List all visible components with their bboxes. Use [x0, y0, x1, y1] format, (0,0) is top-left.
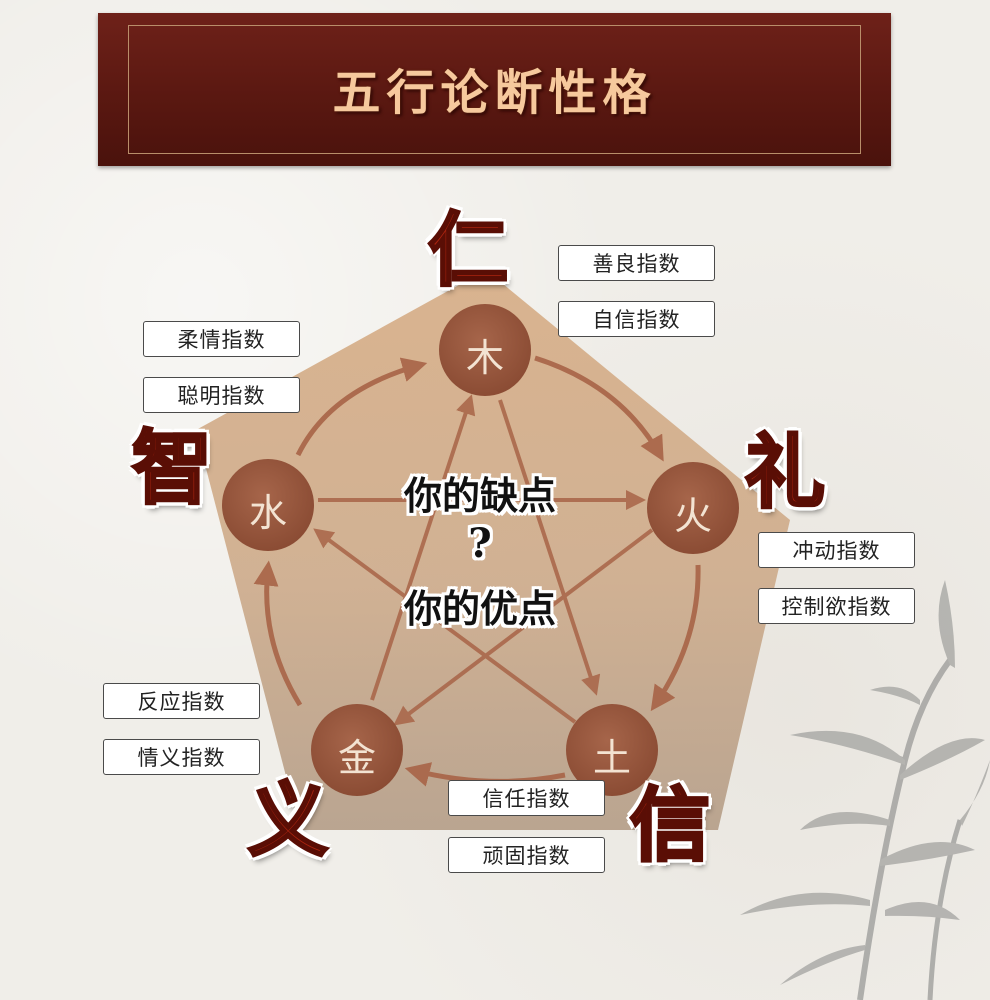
center-text-strength: 你的优点: [403, 586, 556, 631]
label-tenderness-index: 柔情指数: [143, 321, 300, 357]
center-question-mark: ?: [468, 520, 492, 567]
label-loyalty-index: 情义指数: [103, 739, 260, 775]
arrow-metal-to-wood: [370, 394, 476, 701]
arrow-water-to-wood: [295, 357, 428, 457]
element-wood: 木: [465, 336, 504, 380]
arrow-fire-to-earth: [650, 564, 701, 712]
label-reaction-index: 反应指数: [103, 683, 260, 719]
arrow-wood-to-fire: [534, 355, 664, 462]
earth-circle: [566, 704, 658, 796]
title-banner: 五行论断性格: [98, 13, 891, 166]
element-earth: 土: [592, 736, 631, 780]
arrow-metal-to-water: [253, 560, 303, 707]
virtue-li: 礼: [744, 425, 827, 519]
arrow-fire-to-metal: [393, 528, 654, 726]
element-water: 水: [248, 491, 287, 535]
virtue-zhi: 智: [131, 421, 214, 515]
label-intelligence-index: 聪明指数: [143, 377, 300, 413]
water-circle: [222, 459, 314, 551]
label-confidence-index: 自信指数: [558, 301, 715, 337]
label-impulsiveness-index: 冲动指数: [758, 532, 915, 568]
arrow-wood-to-earth: [498, 399, 601, 696]
label-kindness-index: 善良指数: [558, 245, 715, 281]
element-fire: 火: [673, 494, 712, 538]
pentagon-shape: [196, 270, 790, 830]
label-trust-index: 信任指数: [448, 780, 605, 816]
center-text-weakness: 你的缺点: [403, 473, 556, 518]
fire-circle: [647, 462, 739, 554]
bamboo-decoration: [740, 580, 990, 1000]
label-control-index: 控制欲指数: [758, 588, 915, 624]
element-metal: 金: [337, 736, 376, 780]
metal-circle: [311, 704, 403, 796]
banner-frame: [128, 25, 861, 154]
arrow-earth-to-water: [313, 528, 577, 724]
virtue-xin: 信: [629, 778, 712, 872]
page-title: 五行论断性格: [332, 65, 657, 121]
virtue-yi: 义: [247, 773, 330, 867]
wood-circle: [439, 304, 531, 396]
label-stubbornness-index: 顽固指数: [448, 837, 605, 873]
virtue-ren: 仁: [427, 203, 510, 297]
